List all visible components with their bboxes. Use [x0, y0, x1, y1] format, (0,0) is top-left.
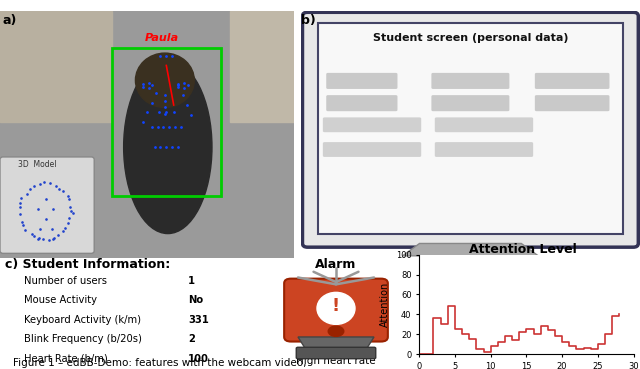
- Text: c) Student Information:: c) Student Information:: [5, 258, 171, 271]
- FancyBboxPatch shape: [431, 95, 509, 111]
- Text: Number of users: Number of users: [24, 276, 107, 286]
- Text: Mouse Activity: Mouse Activity: [24, 295, 97, 306]
- Ellipse shape: [136, 53, 195, 107]
- Polygon shape: [403, 244, 538, 256]
- FancyBboxPatch shape: [323, 142, 421, 157]
- Text: Student screen (personal data): Student screen (personal data): [372, 33, 568, 43]
- FancyBboxPatch shape: [0, 157, 94, 254]
- Text: High heart rate: High heart rate: [296, 356, 376, 366]
- FancyBboxPatch shape: [284, 279, 388, 342]
- FancyBboxPatch shape: [435, 142, 533, 157]
- FancyBboxPatch shape: [323, 117, 421, 132]
- FancyBboxPatch shape: [535, 95, 609, 111]
- Text: No: No: [188, 295, 204, 306]
- Ellipse shape: [317, 292, 355, 324]
- Text: b): b): [301, 14, 316, 27]
- FancyBboxPatch shape: [535, 73, 609, 89]
- Bar: [112, 48, 221, 196]
- FancyBboxPatch shape: [435, 117, 533, 132]
- Text: 331: 331: [188, 315, 209, 325]
- FancyBboxPatch shape: [326, 95, 397, 111]
- Text: Alarm: Alarm: [316, 258, 356, 271]
- Bar: [317, 24, 623, 234]
- Text: 3D  Model: 3D Model: [18, 160, 56, 169]
- Text: 2: 2: [188, 334, 195, 344]
- Text: Paula: Paula: [145, 33, 179, 43]
- Text: Figure 1 – edBB-Demo: features with the webcam video,: Figure 1 – edBB-Demo: features with the …: [13, 358, 307, 368]
- Text: Blink Frequency (b/20s): Blink Frequency (b/20s): [24, 334, 142, 344]
- Circle shape: [328, 326, 344, 337]
- Text: Keyboard Activity (k/m): Keyboard Activity (k/m): [24, 315, 141, 325]
- FancyBboxPatch shape: [296, 347, 376, 359]
- Text: Attention Level: Attention Level: [469, 244, 577, 256]
- Text: a): a): [3, 14, 17, 27]
- Text: 1: 1: [188, 276, 195, 286]
- Bar: [317, 24, 623, 234]
- FancyBboxPatch shape: [303, 12, 638, 247]
- Text: 100: 100: [188, 354, 209, 364]
- Polygon shape: [298, 337, 374, 351]
- Bar: [0, 11, 112, 122]
- Text: !: !: [332, 297, 340, 315]
- Y-axis label: Attention: Attention: [380, 282, 390, 327]
- Bar: [230, 11, 294, 122]
- Ellipse shape: [124, 61, 212, 234]
- FancyBboxPatch shape: [431, 73, 509, 89]
- FancyBboxPatch shape: [326, 73, 397, 89]
- Text: Heart Rate (b/m): Heart Rate (b/m): [24, 354, 108, 364]
